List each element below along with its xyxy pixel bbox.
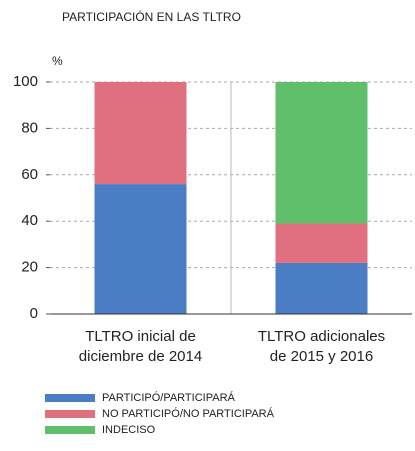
legend-swatch: [45, 394, 95, 402]
legend-label: INDECISO: [102, 424, 156, 436]
x-tick-label: de 2015 y 2016: [270, 348, 373, 365]
x-tick-label: TLTRO inicial de: [85, 328, 196, 345]
bar-segment: [275, 223, 368, 263]
y-tick-label: 40: [21, 212, 38, 229]
bar-segment: [275, 82, 368, 224]
legend-swatch: [45, 426, 95, 434]
bar-segment: [275, 262, 368, 314]
legend-label: PARTICIPÓ/PARTICIPARÁ: [102, 391, 236, 404]
y-tick-label: 100: [13, 73, 38, 90]
y-tick-label: 20: [21, 259, 38, 276]
y-tick-label: 80: [21, 119, 38, 136]
bar-segment: [94, 82, 187, 185]
x-tick-label: diciembre de 2014: [79, 348, 202, 365]
chart-title: PARTICIPACIÓN EN LAS TLTRO: [62, 9, 241, 24]
y-tick-label: 0: [30, 305, 38, 322]
y-tick-label: 60: [21, 166, 38, 183]
y-axis-label: %: [52, 54, 63, 68]
bar-segment: [94, 184, 187, 314]
legend-swatch: [45, 410, 95, 418]
legend-label: NO PARTICIPÓ/NO PARTICIPARÁ: [102, 407, 275, 420]
x-tick-label: TLTRO adicionales: [258, 328, 385, 345]
